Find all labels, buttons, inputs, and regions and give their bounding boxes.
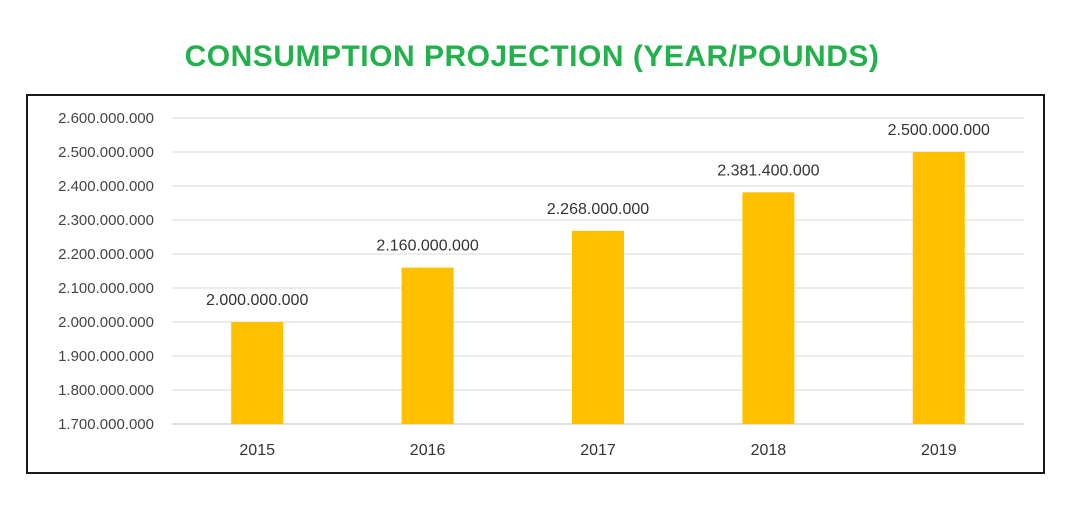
y-tick-label: 2.500.000.000	[58, 144, 154, 161]
y-tick-label: 2.600.000.000	[58, 110, 154, 127]
y-tick-label: 2.200.000.000	[58, 246, 154, 263]
bar-2019	[912, 152, 965, 424]
bar-2018	[742, 192, 795, 424]
data-label-2016: 2.160.000.000	[376, 238, 478, 255]
x-tick-label-2016: 2016	[410, 442, 446, 459]
data-label-2019: 2.500.000.000	[888, 122, 990, 139]
y-axis-ticks: 1.700.000.000 1.800.000.000 1.900.000.000 2…	[58, 110, 154, 433]
data-label-2018: 2.381.400.000	[717, 162, 819, 179]
x-tick-label-2017: 2017	[580, 442, 616, 459]
y-tick-label: 2.400.000.000	[58, 178, 154, 195]
y-tick-label: 2.100.000.000	[58, 280, 154, 297]
bar-2017	[572, 230, 624, 424]
chart-frame	[26, 94, 1045, 474]
x-axis-categories: 2015 2016 2017 2018 2019	[239, 442, 956, 459]
bar-2015	[231, 322, 284, 424]
y-tick-label: 1.700.000.000	[58, 416, 154, 433]
data-labels: 2.000.000.000 2.160.000.000 2.268.000.000 2…	[206, 122, 990, 309]
grid-layer	[172, 117, 1024, 425]
x-tick-label-2015: 2015	[239, 442, 275, 459]
y-tick-label: 1.800.000.000	[58, 382, 154, 399]
y-tick-label: 2.000.000.000	[58, 314, 154, 331]
bar-2016	[401, 267, 454, 424]
x-tick-label-2018: 2018	[751, 442, 787, 459]
x-tick-label-2019: 2019	[921, 442, 957, 459]
data-label-2017: 2.268.000.000	[547, 201, 649, 218]
y-tick-label: 2.300.000.000	[58, 212, 154, 229]
bars	[231, 152, 965, 424]
chart-title: CONSUMPTION PROJECTION (YEAR/POUNDS)	[184, 40, 880, 73]
y-tick-label: 1.900.000.000	[58, 348, 154, 365]
data-label-2015: 2.000.000.000	[206, 292, 308, 309]
